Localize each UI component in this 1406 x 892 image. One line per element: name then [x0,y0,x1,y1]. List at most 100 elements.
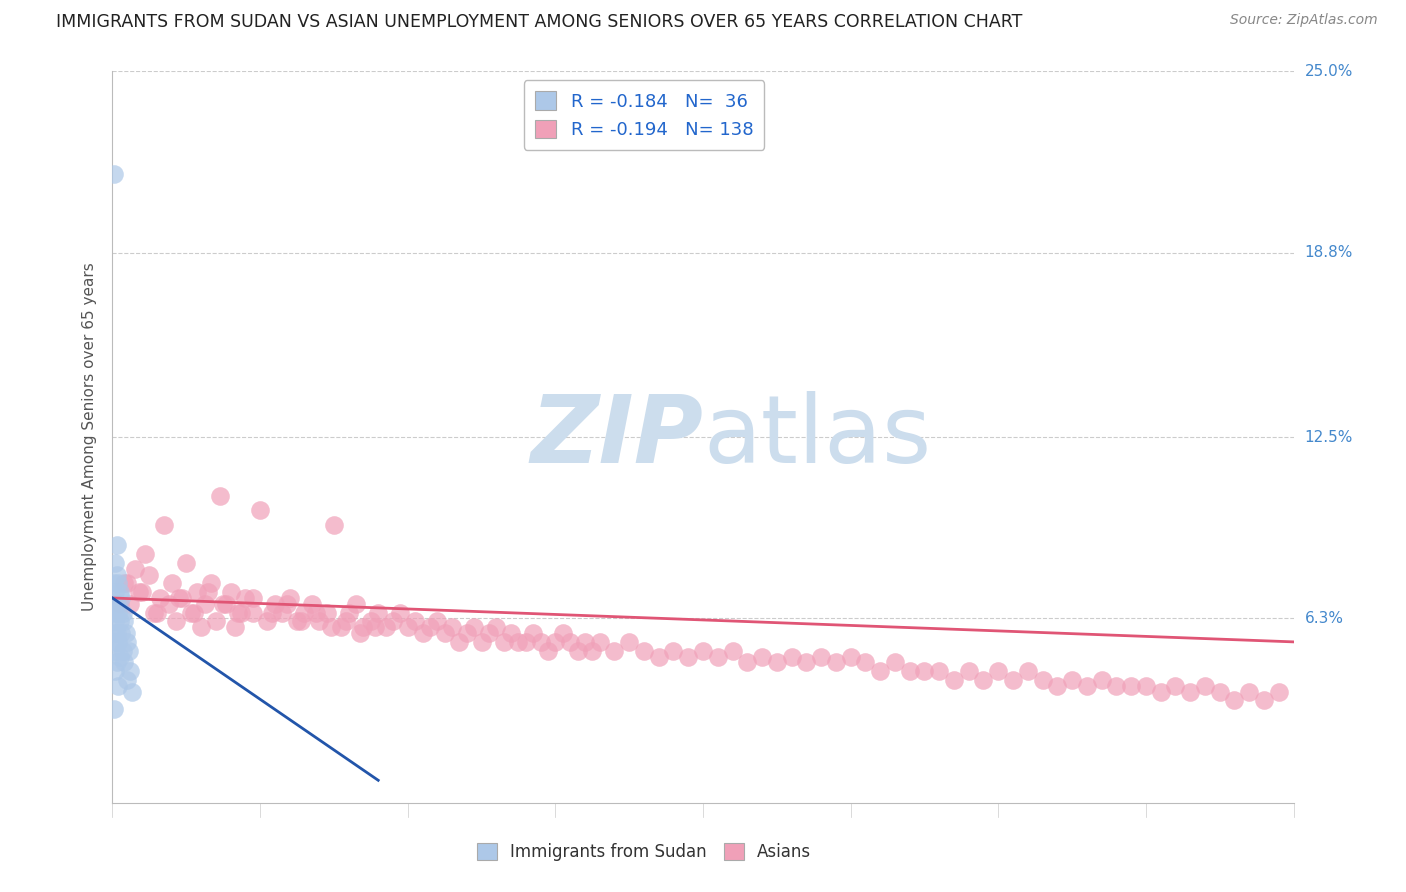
Point [352,620,374,634]
Point [118,643,141,657]
Point [114,626,136,640]
Point [215,597,238,611]
Point [315,606,337,620]
Point [305,606,328,620]
Point [120,664,142,678]
Point [692,643,714,657]
Point [108,649,131,664]
Text: atlas: atlas [703,391,931,483]
Point [108,585,131,599]
Point [276,597,298,611]
Point [737,656,759,670]
Point [389,606,412,620]
Point [1017,664,1039,678]
Point [108,597,131,611]
Point [678,649,700,664]
Point [271,606,294,620]
Point [360,615,382,629]
Text: ZIP: ZIP [530,391,703,483]
Point [197,585,219,599]
Point [117,673,138,687]
Point [419,620,441,634]
Point [1178,684,1201,698]
Point [529,635,551,649]
Point [855,656,877,670]
Point [111,606,134,620]
Point [131,585,153,599]
Point [183,606,205,620]
Point [108,615,131,629]
Point [104,556,127,570]
Text: IMMIGRANTS FROM SUDAN VS ASIAN UNEMPLOYMENT AMONG SENIORS OVER 65 YEARS CORRELAT: IMMIGRANTS FROM SUDAN VS ASIAN UNEMPLOYM… [56,13,1022,31]
Point [721,643,744,657]
Point [105,567,128,582]
Point [364,620,387,634]
Point [209,489,232,503]
Point [1150,684,1173,698]
Point [1046,679,1069,693]
Point [810,649,832,664]
Point [107,576,129,591]
Point [1062,673,1084,687]
Point [110,626,132,640]
Point [456,626,478,640]
Point [522,626,544,640]
Point [411,626,433,640]
Point [1076,679,1098,693]
Point [117,635,138,649]
Point [174,556,197,570]
Point [278,591,301,605]
Point [128,585,150,599]
Point [110,591,132,605]
Point [1223,693,1246,707]
Point [796,656,818,670]
Point [112,576,135,591]
Point [103,167,125,181]
Point [884,656,907,670]
Point [120,597,142,611]
Point [367,606,389,620]
Point [153,517,176,532]
Point [104,626,127,640]
Point [588,635,610,649]
Point [260,606,283,620]
Point [551,626,574,640]
Point [957,664,980,678]
Point [117,576,138,591]
Point [492,635,515,649]
Point [485,620,508,634]
Point [285,615,308,629]
Point [105,626,128,640]
Point [112,615,135,629]
Point [1105,679,1128,693]
Point [249,503,271,517]
Point [105,597,128,611]
Point [104,643,127,657]
Point [233,591,256,605]
Point [330,620,353,634]
Point [1239,684,1261,698]
Point [987,664,1010,678]
Point [212,597,235,611]
Point [319,620,342,634]
Point [107,635,129,649]
Point [706,649,728,664]
Point [146,606,169,620]
Point [242,606,264,620]
Y-axis label: Unemployment Among Seniors over 65 years: Unemployment Among Seniors over 65 years [82,263,97,611]
Point [1135,679,1157,693]
Point [374,620,396,634]
Point [170,591,193,605]
Point [824,656,846,670]
Point [1253,693,1275,707]
Point [134,547,156,561]
Point [558,635,582,649]
Point [426,615,449,629]
Point [165,615,187,629]
Point [290,615,312,629]
Point [869,664,891,678]
Point [103,576,125,591]
Point [160,576,183,591]
Point [1208,684,1232,698]
Point [112,656,135,670]
